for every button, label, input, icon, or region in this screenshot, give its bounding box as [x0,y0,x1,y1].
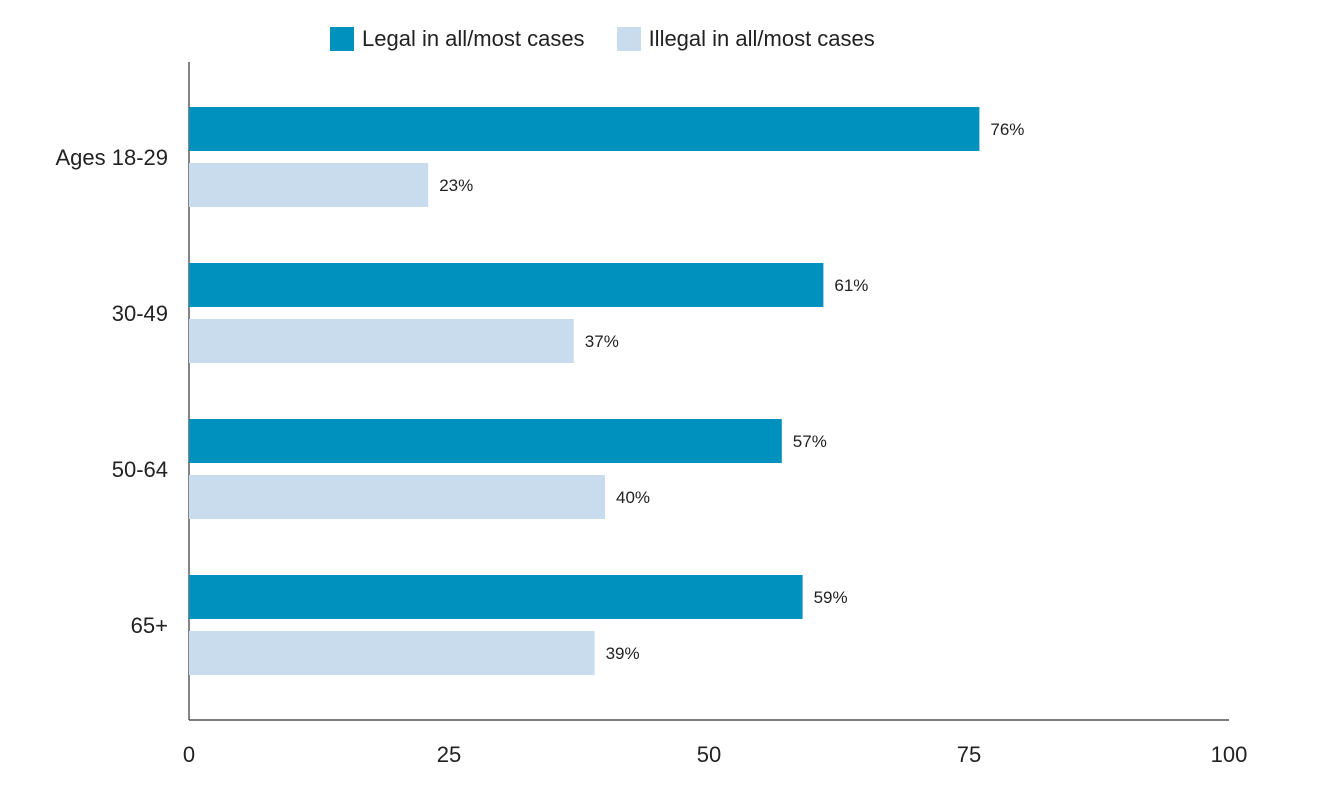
x-tick-label: 50 [697,742,721,767]
legend-item-illegal: Illegal in all/most cases [616,26,875,52]
x-tick-label: 100 [1211,742,1248,767]
data-label: 39% [606,644,640,663]
x-tick-label: 25 [437,742,461,767]
data-label: 40% [616,488,650,507]
bar [189,575,803,619]
legend-label-legal: Legal in all/most cases [362,26,585,51]
category-label: Ages 18-29 [55,145,168,170]
data-label: 23% [439,176,473,195]
bar [189,419,782,463]
bar [189,263,824,307]
category-label: 30-49 [112,301,168,326]
bar [189,319,574,363]
legend: Legal in all/most cases Illegal in all/m… [330,26,907,52]
x-tick-label: 0 [183,742,195,767]
data-label: 61% [834,276,868,295]
category-label: 50-64 [112,457,168,482]
legend-item-legal: Legal in all/most cases [330,26,585,52]
bar [189,107,980,151]
data-label: 76% [990,120,1024,139]
category-label: 65+ [131,613,168,638]
legend-label-illegal: Illegal in all/most cases [648,26,875,51]
x-tick-label: 75 [957,742,981,767]
data-label: 59% [814,588,848,607]
bar [189,475,605,519]
data-label: 37% [585,332,619,351]
legend-swatch-illegal [616,27,641,51]
bar [189,163,429,207]
legend-swatch-legal [330,27,354,51]
data-label: 57% [793,432,827,451]
bar [189,631,595,675]
